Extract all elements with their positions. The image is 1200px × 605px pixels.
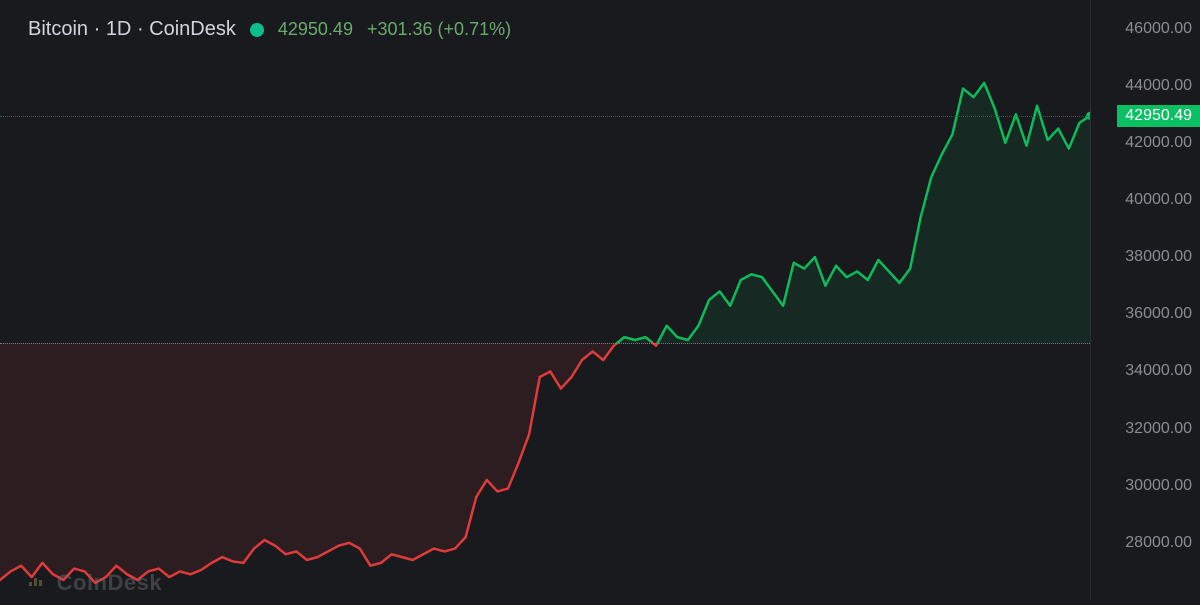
y-axis-tick: 36000.00 xyxy=(1125,305,1192,323)
y-axis-tick: 46000.00 xyxy=(1125,20,1192,38)
y-axis-tick: 40000.00 xyxy=(1125,191,1192,209)
price-line-chart xyxy=(0,0,1090,600)
y-axis-tick: 34000.00 xyxy=(1125,362,1192,380)
price-change-abs: +301.36 xyxy=(367,19,433,39)
status-indicator-icon xyxy=(250,23,264,37)
current-price-badge: 42950.49 xyxy=(1117,105,1200,127)
chart-title[interactable]: Bitcoin · 1D · CoinDesk xyxy=(28,18,236,41)
plot-area[interactable] xyxy=(0,0,1090,600)
y-axis: 46000.00 44000.00 42000.00 40000.00 38000.00… xyxy=(1090,0,1200,600)
price-badge-value: 42950.49 xyxy=(1125,107,1192,124)
y-axis-tick: 44000.00 xyxy=(1125,77,1192,95)
price-change-pct: (+0.71%) xyxy=(438,19,512,39)
current-price-line xyxy=(0,116,1090,117)
baseline-reference-line xyxy=(0,343,1090,344)
chart-container: 46000.00 44000.00 42000.00 40000.00 38000.00… xyxy=(0,0,1200,600)
y-axis-tick: 28000.00 xyxy=(1125,534,1192,552)
interval-label: 1D xyxy=(106,18,132,40)
y-axis-tick: 42000.00 xyxy=(1125,134,1192,152)
watermark-icon xyxy=(26,572,46,592)
source-label: CoinDesk xyxy=(149,18,236,40)
chart-header: Bitcoin · 1D · CoinDesk 42950.49 +301.36… xyxy=(28,18,511,41)
watermark-text: CoinDesk xyxy=(57,570,162,595)
price-change: +301.36 (+0.71%) xyxy=(367,19,511,40)
watermark: CoinDesk xyxy=(26,570,162,596)
current-price: 42950.49 xyxy=(278,19,353,40)
y-axis-tick: 38000.00 xyxy=(1125,248,1192,266)
y-axis-tick: 30000.00 xyxy=(1125,477,1192,495)
symbol-label: Bitcoin xyxy=(28,18,88,40)
y-axis-tick: 32000.00 xyxy=(1125,420,1192,438)
